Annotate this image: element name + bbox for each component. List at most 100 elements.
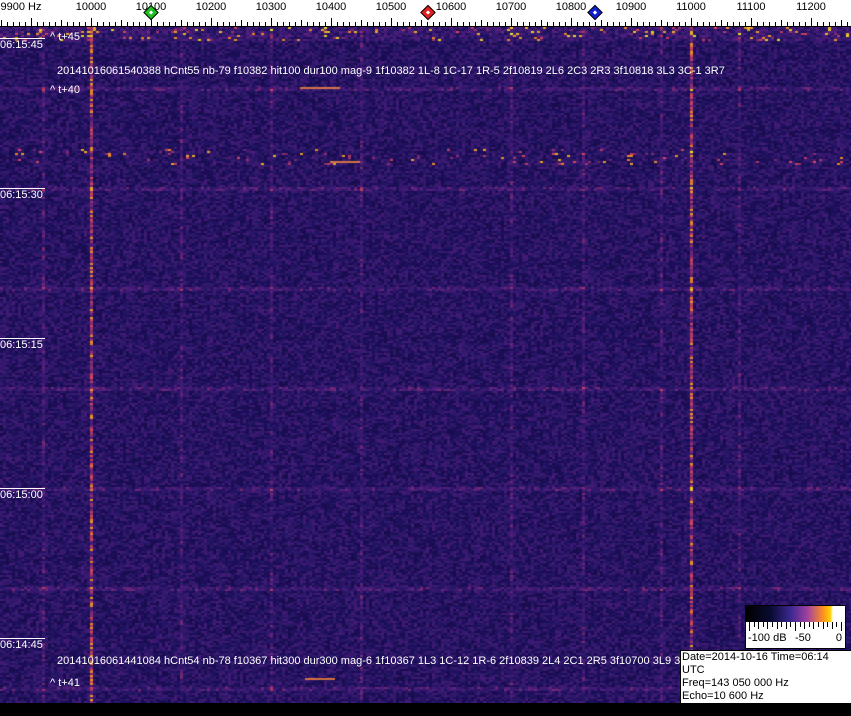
ruler-tick: [403, 22, 404, 27]
ruler-tick: [187, 22, 188, 27]
ruler-tick: [235, 22, 236, 27]
ruler-tick: [313, 22, 314, 27]
ruler-label: 11000: [676, 1, 706, 13]
ruler-tick: [397, 22, 398, 27]
ruler-tick: [553, 22, 554, 27]
ruler-tick: [631, 18, 632, 27]
ruler-tick: [619, 22, 620, 27]
ruler-tick: [727, 22, 728, 27]
ruler-tick: [511, 18, 512, 27]
ruler-tick: [391, 18, 392, 27]
colorbar-tick: [753, 622, 755, 627]
info-echo: Echo=10 600 Hz: [682, 690, 764, 702]
colorbar-tick: [822, 622, 824, 629]
ruler-tick: [775, 22, 776, 27]
ruler-tick: [481, 20, 482, 27]
ruler-label: 10200: [195, 1, 227, 13]
ruler-tick: [421, 20, 422, 27]
ruler-tick: [193, 22, 194, 27]
ruler-tick: [43, 22, 44, 27]
ruler-tick: [841, 20, 842, 27]
color-gradient: [746, 606, 845, 622]
ruler-tick: [445, 22, 446, 27]
ruler-tick: [571, 18, 572, 27]
blue-marker[interactable]: [587, 4, 603, 21]
ruler-tick: [271, 18, 272, 27]
ruler-label: 10500: [375, 1, 407, 13]
ruler-tick: [409, 22, 410, 27]
ruler-tick: [19, 22, 20, 27]
ruler-tick: [541, 20, 542, 27]
ruler-tick: [463, 22, 464, 27]
ruler-tick: [151, 18, 152, 27]
ruler-tick: [637, 22, 638, 27]
ruler-tick: [709, 22, 710, 27]
ruler-label: 11100: [736, 1, 766, 13]
ruler-tick: [661, 20, 662, 27]
ruler-tick: [433, 22, 434, 27]
ruler-tick: [337, 22, 338, 27]
ruler-tick: [817, 22, 818, 27]
ruler-tick: [751, 18, 752, 27]
colorbar-tick: [808, 622, 810, 627]
ruler-tick: [547, 22, 548, 27]
colorbar-tick: [790, 622, 792, 627]
ruler-tick: [847, 22, 848, 27]
ruler-tick: [259, 22, 260, 27]
colorbar-tick: [827, 622, 829, 627]
color-scale: -100 dB -50 0: [745, 605, 846, 649]
ruler-tick: [265, 22, 266, 27]
ruler-tick: [301, 20, 302, 27]
colorbar-tick: [818, 622, 819, 627]
ruler-tick: [667, 22, 668, 27]
ruler-tick: [505, 22, 506, 27]
ruler-tick: [373, 22, 374, 27]
ruler-tick: [253, 22, 254, 27]
ruler-tick: [307, 22, 308, 27]
ruler-tick: [127, 22, 128, 27]
ruler-tick: [385, 22, 386, 27]
ruler-label: 10000: [75, 1, 107, 13]
ruler-tick: [157, 22, 158, 27]
ruler-tick: [475, 22, 476, 27]
ruler-tick: [97, 22, 98, 27]
colorbar-tick: [781, 622, 783, 627]
colorbar-tick: [767, 622, 769, 629]
red-marker[interactable]: [420, 4, 436, 21]
ruler-tick: [367, 22, 368, 27]
ruler-tick: [427, 22, 428, 27]
ruler-tick: [499, 22, 500, 27]
ruler-tick: [535, 22, 536, 27]
colorbar-tick: [776, 622, 778, 629]
ruler-tick: [721, 20, 722, 27]
colorbar-tick: [836, 622, 838, 627]
ruler-tick: [493, 22, 494, 27]
ruler-tick: [61, 20, 62, 27]
frequency-ruler[interactable]: 9900 Hz100001010010200103001040010500106…: [0, 0, 851, 27]
ruler-tick: [229, 22, 230, 27]
ruler-label: 9900 Hz: [0, 1, 42, 13]
ruler-tick: [109, 22, 110, 27]
colorbar-min: -100 dB: [748, 632, 787, 644]
ruler-tick: [175, 22, 176, 27]
ruler-tick: [13, 22, 14, 27]
ruler-tick: [325, 22, 326, 27]
ruler-tick: [415, 22, 416, 27]
ruler-tick: [565, 22, 566, 27]
time-label: 06:14:45: [0, 638, 45, 651]
ruler-tick: [451, 18, 452, 27]
ruler-tick: [595, 22, 596, 27]
ruler-tick: [745, 22, 746, 27]
ruler-tick: [469, 22, 470, 27]
ruler-tick: [133, 22, 134, 27]
ruler-tick: [679, 22, 680, 27]
colorbar-max: 0: [835, 632, 842, 644]
waterfall-spectrogram[interactable]: [0, 27, 851, 703]
ruler-tick: [31, 18, 32, 27]
annotation-t41: ^ t+41: [50, 677, 80, 689]
ruler-tick: [1, 20, 2, 27]
info-station: HPHK: [682, 703, 713, 715]
ruler-tick: [139, 22, 140, 27]
colorbar-mid: -50: [795, 632, 811, 644]
ruler-tick: [577, 22, 578, 27]
